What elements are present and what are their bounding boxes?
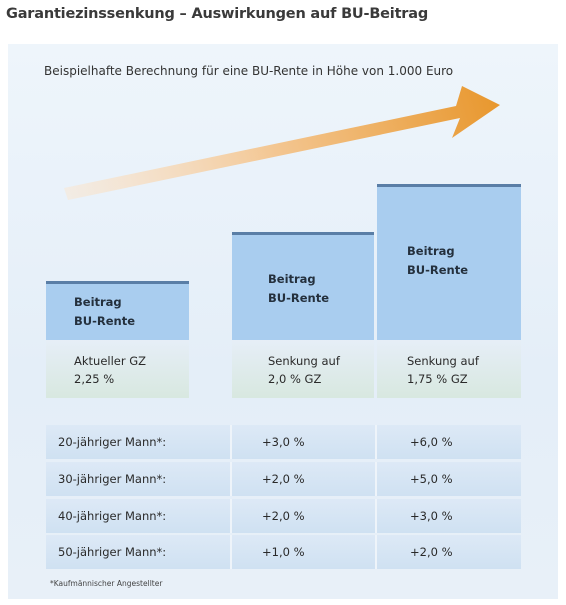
bar-label-premium: Beitrag xyxy=(407,244,455,258)
table-row: 40-jähriger Mann*: +2,0 % +3,0 % xyxy=(46,499,521,533)
bar-label-pension: BU-Rente xyxy=(268,291,330,305)
premium-bar-2-0: Beitrag BU-Rente xyxy=(232,232,374,340)
condition-rate: 1,75 % GZ xyxy=(407,372,468,386)
condition-rate: 2,25 % xyxy=(74,372,115,386)
row-value-2-0: +3,0 % xyxy=(262,435,305,449)
condition-current: Aktueller GZ 2,25 % xyxy=(46,340,189,398)
row-value-1-75: +5,0 % xyxy=(410,472,453,486)
condition-label: Senkung auf xyxy=(268,354,340,368)
row-label: 50-jähriger Mann*: xyxy=(58,545,167,559)
premium-bar-current: Beitrag BU-Rente xyxy=(46,281,189,340)
row-value-2-0: +1,0 % xyxy=(262,545,305,559)
row-value-2-0: +2,0 % xyxy=(262,472,305,486)
condition-label: Aktueller GZ xyxy=(74,354,147,368)
bar-label-premium: Beitrag xyxy=(74,295,122,309)
premium-bar-1-75: Beitrag BU-Rente xyxy=(377,184,521,340)
table-row: 30-jähriger Mann*: +2,0 % +5,0 % xyxy=(46,462,521,496)
bar-label-premium: Beitrag xyxy=(268,272,316,286)
row-value-1-75: +3,0 % xyxy=(410,509,453,523)
condition-2-0: Senkung auf 2,0 % GZ xyxy=(232,340,374,398)
page-title: Garantiezinssenkung – Auswirkungen auf B… xyxy=(6,6,429,22)
condition-1-75: Senkung auf 1,75 % GZ xyxy=(377,340,521,398)
bar-label-pension: BU-Rente xyxy=(74,314,136,328)
condition-label: Senkung auf xyxy=(407,354,479,368)
row-label: 30-jähriger Mann*: xyxy=(58,472,167,486)
row-value-2-0: +2,0 % xyxy=(262,509,305,523)
table-row: 20-jähriger Mann*: +3,0 % +6,0 % xyxy=(46,425,521,459)
footnote: *Kaufmännischer Angestellter xyxy=(50,579,163,588)
row-label: 20-jähriger Mann*: xyxy=(58,435,167,449)
row-value-1-75: +2,0 % xyxy=(410,545,453,559)
row-value-1-75: +6,0 % xyxy=(410,435,453,449)
table-row: 50-jähriger Mann*: +1,0 % +2,0 % xyxy=(46,535,521,569)
condition-rate: 2,0 % GZ xyxy=(268,372,322,386)
bar-label-pension: BU-Rente xyxy=(407,263,469,277)
chart-subtitle: Beispielhafte Berechnung für eine BU-Ren… xyxy=(44,64,454,78)
row-label: 40-jähriger Mann*: xyxy=(58,509,167,523)
